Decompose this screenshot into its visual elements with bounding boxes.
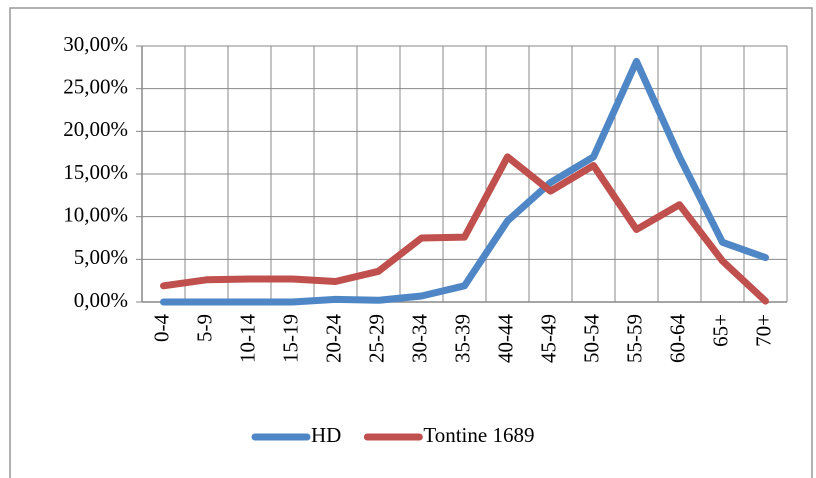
y-tick-label: 15,00% bbox=[63, 160, 128, 184]
legend-label: HD bbox=[311, 423, 341, 447]
y-tick-label: 20,00% bbox=[63, 117, 128, 141]
x-tick-label: 45-49 bbox=[536, 314, 560, 363]
x-tick-label: 65+ bbox=[708, 314, 732, 347]
legend-label: Tontine 1689 bbox=[423, 423, 534, 447]
y-tick-label: 5,00% bbox=[74, 245, 128, 269]
x-tick-label: 50-54 bbox=[579, 314, 603, 363]
line-series bbox=[160, 57, 769, 306]
x-tick-label: 0-4 bbox=[149, 314, 173, 342]
x-tick-label: 10-14 bbox=[235, 314, 259, 363]
x-tick-label: 30-34 bbox=[407, 314, 431, 363]
x-tick-label: 70+ bbox=[751, 314, 775, 347]
x-tick-label: 20-24 bbox=[321, 314, 345, 363]
y-tick-label: 0,00% bbox=[74, 288, 128, 312]
line-series bbox=[160, 153, 769, 305]
x-tick-label: 35-39 bbox=[450, 314, 474, 363]
chart-frame bbox=[9, 7, 813, 478]
y-tick-label: 25,00% bbox=[63, 74, 128, 98]
x-tick-label: 25-29 bbox=[364, 314, 388, 363]
x-tick-label: 15-19 bbox=[278, 314, 302, 363]
y-tick-label: 30,00% bbox=[63, 32, 128, 56]
y-tick-label: 10,00% bbox=[63, 202, 128, 226]
x-tick-label: 5-9 bbox=[192, 314, 216, 342]
x-tick-label: 55-59 bbox=[622, 314, 646, 363]
x-tick-label: 40-44 bbox=[493, 314, 517, 363]
x-tick-label: 60-64 bbox=[665, 314, 689, 363]
